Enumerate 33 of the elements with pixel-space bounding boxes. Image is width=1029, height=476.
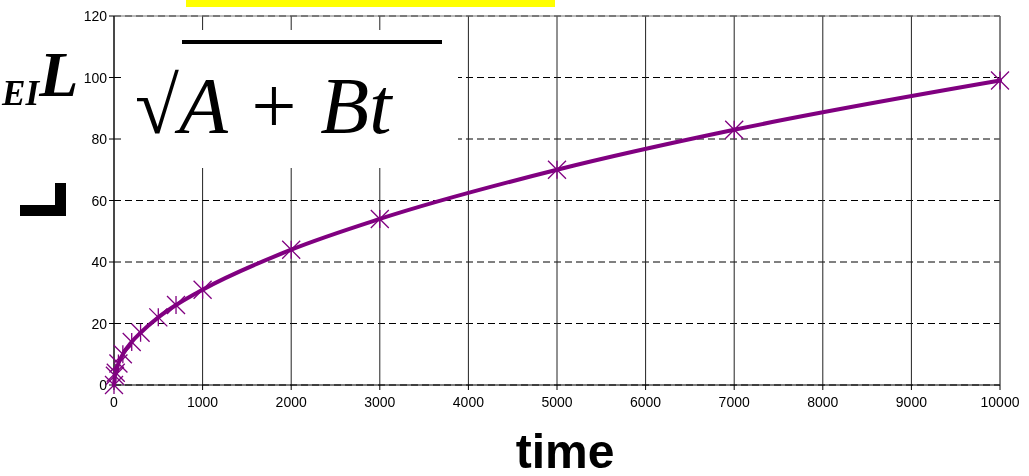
point: [108, 353, 129, 374]
x-tick-label: 6000: [630, 394, 662, 410]
point: [990, 70, 1010, 91]
point: [148, 307, 168, 327]
point: [547, 160, 567, 180]
point: [192, 280, 213, 300]
y-tick-label: 100: [83, 69, 108, 86]
x-tick-label: 2000: [275, 394, 307, 410]
point: [724, 120, 744, 140]
annotation: √A + Bt: [135, 62, 394, 150]
point: [122, 332, 142, 352]
x-tick-label: 10000: [980, 394, 1020, 410]
y-tick-label: 0: [99, 377, 108, 393]
x-tick-label: 1000: [187, 394, 219, 410]
y-tick-label: 80: [91, 131, 108, 147]
text: $_{EI}$L: [1, 39, 79, 113]
point: [130, 323, 151, 343]
x-tick-label: 3000: [364, 394, 396, 410]
point: [281, 240, 301, 260]
x-tick-label: 9000: [895, 394, 928, 410]
x-tick-label: 4000: [452, 394, 485, 410]
point: [166, 295, 186, 315]
y-tick-label: 120: [83, 8, 108, 24]
point: [370, 209, 390, 229]
y-tick-label: 20: [91, 315, 108, 332]
x-axis-title: time: [515, 425, 615, 476]
y-tick-label: 60: [91, 192, 108, 209]
x-tick-label: 8000: [807, 394, 839, 410]
x-tick-label: 0: [110, 394, 119, 410]
point: [113, 344, 133, 364]
y-tick-label: 40: [91, 254, 108, 270]
x-tick-label: 5000: [541, 394, 573, 410]
x-tick-label: 7000: [718, 394, 750, 410]
